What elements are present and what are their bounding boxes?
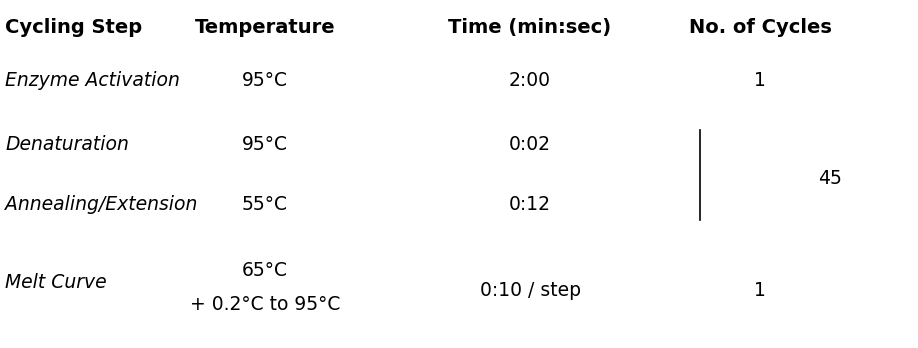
Text: + 0.2°C to 95°C: + 0.2°C to 95°C xyxy=(190,295,341,315)
Text: 55°C: 55°C xyxy=(242,196,288,214)
Text: Temperature: Temperature xyxy=(195,18,335,37)
Text: 0:12: 0:12 xyxy=(509,196,551,214)
Text: 65°C: 65°C xyxy=(242,261,288,279)
Text: 0:10 / step: 0:10 / step xyxy=(479,280,580,300)
Text: Melt Curve: Melt Curve xyxy=(5,274,106,293)
Text: 45: 45 xyxy=(818,168,842,188)
Text: 95°C: 95°C xyxy=(242,71,288,89)
Text: No. of Cycles: No. of Cycles xyxy=(688,18,832,37)
Text: Denaturation: Denaturation xyxy=(5,135,129,155)
Text: 2:00: 2:00 xyxy=(509,71,551,89)
Text: 1: 1 xyxy=(754,71,766,89)
Text: 1: 1 xyxy=(754,280,766,300)
Text: 95°C: 95°C xyxy=(242,135,288,155)
Text: Annealing/Extension: Annealing/Extension xyxy=(5,196,197,214)
Text: 0:02: 0:02 xyxy=(509,135,551,155)
Text: Cycling Step: Cycling Step xyxy=(5,18,142,37)
Text: Time (min:sec): Time (min:sec) xyxy=(448,18,611,37)
Text: Enzyme Activation: Enzyme Activation xyxy=(5,71,180,89)
